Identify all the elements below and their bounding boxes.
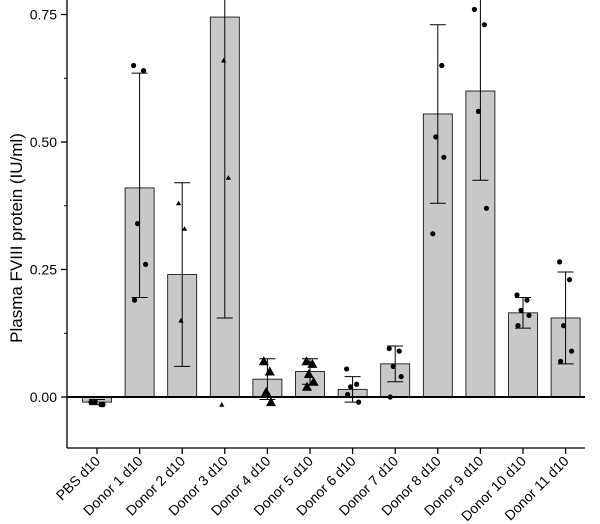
data-point-8-1 [439, 62, 445, 69]
data-point-0-3 [100, 402, 106, 408]
data-point-1-1 [141, 68, 147, 74]
data-point-4-2 [261, 386, 272, 396]
data-point-0-2 [92, 399, 98, 405]
data-point-4-0 [258, 356, 269, 366]
data-point-11-2 [561, 323, 567, 329]
y-axis-title: Plasma FVIII protein (IU/ml) [7, 133, 26, 343]
data-point-10-2 [518, 307, 524, 313]
data-point-9-2 [475, 108, 481, 114]
y-tick-label-1: 0.25 [30, 262, 57, 278]
data-point-5-1 [307, 358, 318, 368]
data-point-2-1 [182, 226, 188, 231]
y-tick-label-0: 0.00 [30, 389, 57, 405]
data-point-9-3 [483, 205, 489, 211]
data-point-1-3 [143, 261, 149, 267]
data-point-1-2 [135, 221, 141, 227]
data-point-5-3 [308, 376, 319, 386]
data-point-4-3 [266, 397, 276, 407]
data-point-4-1 [264, 366, 275, 376]
data-point-7-1 [396, 348, 402, 354]
data-point-6-1 [354, 381, 360, 387]
data-point-0-0 [88, 399, 94, 405]
data-point-11-3 [569, 348, 575, 354]
data-point-1-4 [132, 297, 138, 303]
data-point-11-1 [567, 277, 573, 283]
error-bar-8 [429, 24, 446, 204]
error-bar-3 [216, 0, 233, 319]
y-tick-label-2: 0.50 [30, 134, 57, 150]
data-point-6-4 [345, 391, 351, 398]
data-point-8-3 [441, 154, 447, 160]
data-point-2-0 [176, 200, 182, 206]
data-point-8-4 [430, 231, 436, 237]
data-point-5-0 [301, 356, 312, 366]
data-point-6-3 [356, 399, 362, 405]
data-point-2-2 [178, 317, 184, 323]
data-point-5-2 [303, 369, 314, 379]
data-point-7-2 [390, 363, 396, 369]
data-point-5-4 [302, 381, 312, 391]
data-point-10-4 [515, 323, 521, 329]
data-point-3-3 [225, 175, 231, 180]
data-point-1-0 [131, 62, 137, 69]
data-point-11-4 [558, 358, 564, 364]
data-point-9-0 [471, 6, 477, 12]
error-bar-2 [174, 182, 191, 367]
data-point-7-0 [386, 345, 392, 352]
data-point-6-0 [344, 366, 350, 372]
data-point-10-3 [526, 312, 532, 318]
data-point-3-2 [221, 57, 227, 63]
data-point-11-0 [557, 259, 563, 265]
data-point-6-2 [348, 384, 354, 390]
data-point-10-1 [524, 297, 530, 303]
data-point-9-1 [481, 22, 487, 28]
error-bar-7 [387, 345, 404, 383]
y-tick-label-3: 0.75 [30, 7, 57, 23]
error-bar-9 [472, 0, 489, 181]
data-point-10-0 [514, 292, 520, 298]
data-point-3-4 [219, 402, 225, 407]
data-point-8-2 [433, 134, 439, 140]
data-point-7-3 [398, 374, 404, 380]
